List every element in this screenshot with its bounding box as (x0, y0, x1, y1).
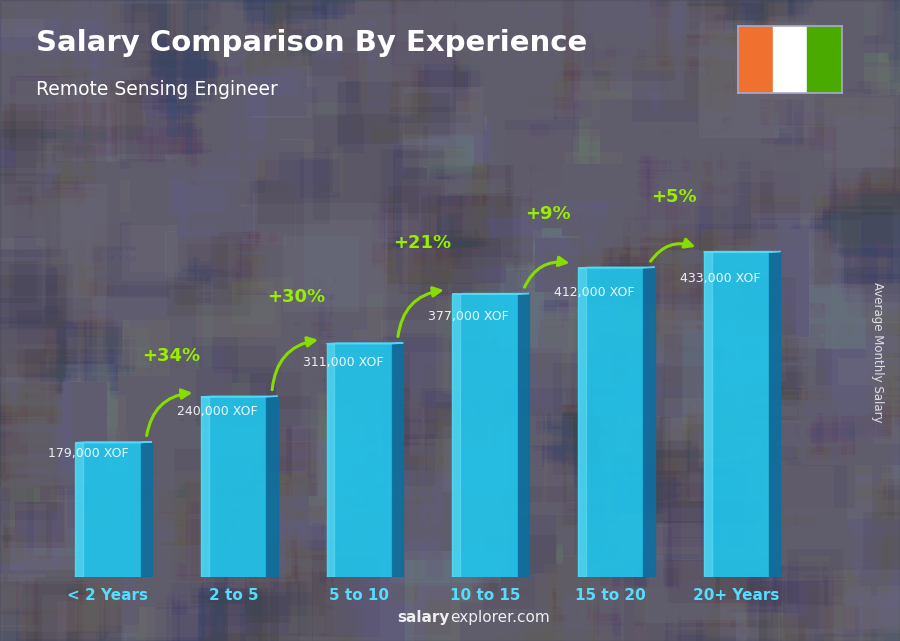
Bar (772, 26, 807, 93)
Polygon shape (140, 443, 152, 577)
Text: 311,000 XOF: 311,000 XOF (302, 356, 383, 369)
Polygon shape (644, 268, 654, 577)
Text: Average Monthly Salary: Average Monthly Salary (871, 282, 884, 423)
Bar (704, 252, 712, 577)
Polygon shape (392, 344, 403, 577)
Polygon shape (327, 343, 403, 344)
Text: +9%: +9% (525, 205, 571, 223)
Bar (327, 344, 392, 577)
Polygon shape (76, 442, 152, 443)
Polygon shape (266, 397, 277, 577)
Bar (738, 26, 772, 93)
Bar (201, 397, 266, 577)
Text: 433,000 XOF: 433,000 XOF (680, 272, 760, 285)
Bar (327, 344, 335, 577)
Polygon shape (770, 252, 780, 577)
Text: 179,000 XOF: 179,000 XOF (48, 447, 128, 460)
Bar (76, 443, 83, 577)
Bar (578, 268, 644, 577)
Bar (578, 268, 586, 577)
Text: 377,000 XOF: 377,000 XOF (428, 310, 509, 323)
Text: 240,000 XOF: 240,000 XOF (177, 405, 257, 418)
Text: explorer.com: explorer.com (450, 610, 550, 625)
Text: 412,000 XOF: 412,000 XOF (554, 286, 634, 299)
Polygon shape (704, 251, 780, 252)
Text: +21%: +21% (393, 234, 451, 252)
Bar (807, 26, 842, 93)
Bar (201, 397, 209, 577)
Polygon shape (578, 267, 654, 268)
Bar (76, 443, 140, 577)
Polygon shape (518, 294, 529, 577)
Bar (453, 294, 460, 577)
Text: Remote Sensing Engineer: Remote Sensing Engineer (36, 80, 278, 99)
Text: salary: salary (398, 610, 450, 625)
Text: +5%: +5% (651, 188, 697, 206)
Text: +30%: +30% (267, 288, 326, 306)
Bar (704, 252, 770, 577)
Polygon shape (201, 396, 277, 397)
Bar (453, 294, 518, 577)
Text: +34%: +34% (141, 347, 200, 365)
Text: Salary Comparison By Experience: Salary Comparison By Experience (36, 29, 587, 57)
